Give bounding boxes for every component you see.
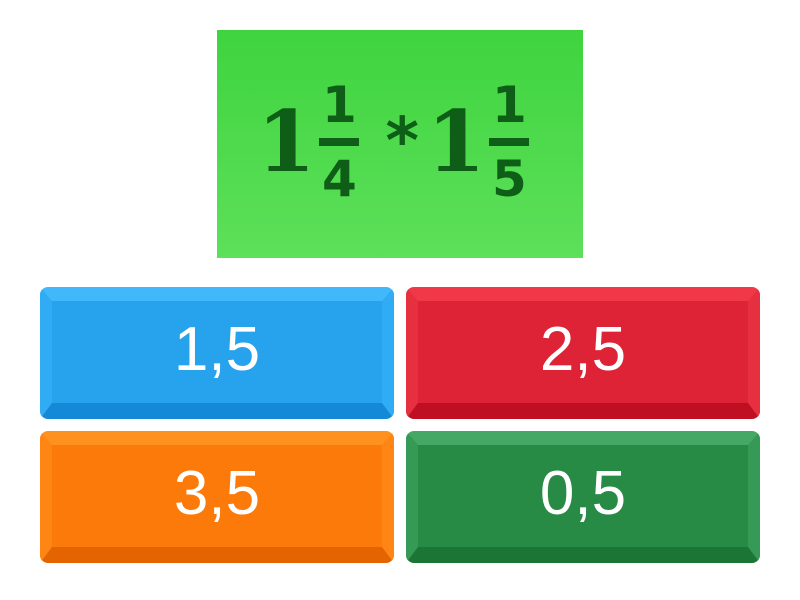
term1-numerator: 1	[322, 76, 357, 134]
term2-numerator: 1	[491, 76, 527, 134]
term2-denominator: 5	[491, 150, 527, 208]
answer-label: 0,5	[539, 458, 627, 528]
multiply-operator: *	[385, 105, 419, 179]
math-expression: 1 1 4 * 1 1 5	[257, 76, 530, 208]
answer-label: 2,5	[539, 314, 627, 384]
answer-label: 3,5	[173, 458, 261, 528]
answer-button-1[interactable]: 1,5	[40, 287, 394, 419]
answer-button-4[interactable]: 0,5	[406, 431, 760, 563]
answer-label: 1,5	[173, 314, 261, 384]
term1-denominator: 4	[322, 150, 357, 208]
term1-whole: 1	[257, 92, 316, 191]
term1-fraction: 1 4	[319, 76, 360, 208]
answer-button-3[interactable]: 3,5	[40, 431, 394, 563]
term2-whole: 1	[426, 92, 486, 191]
fraction-bar	[489, 138, 530, 146]
question-image: 1 1 4 * 1 1 5	[217, 30, 583, 258]
term2-fraction: 1 5	[489, 76, 530, 208]
answer-button-2[interactable]: 2,5	[406, 287, 760, 419]
fraction-bar	[319, 138, 360, 146]
